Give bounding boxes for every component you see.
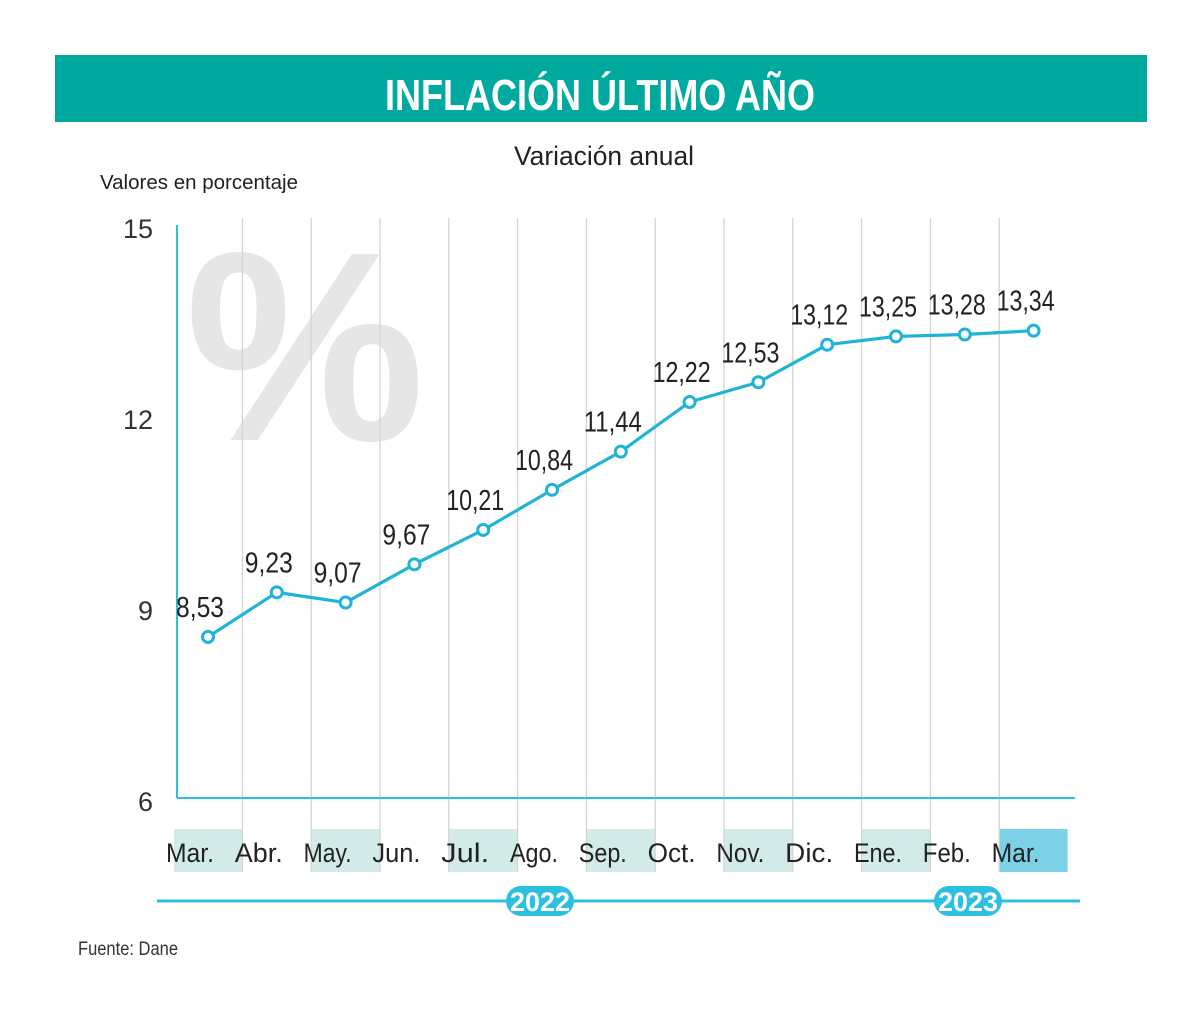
x-tick-label: Mar. <box>166 838 214 868</box>
data-label: 9,67 <box>382 519 430 551</box>
year-pill <box>506 886 574 916</box>
data-point <box>269 585 284 600</box>
data-label: 13,28 <box>928 290 986 322</box>
x-tick-label: Jul. <box>441 838 489 868</box>
chart-subtitle: Variación anual <box>514 141 694 171</box>
y-axis-ticks: 15 12 9 6 <box>123 214 153 817</box>
data-label: 8,53 <box>176 592 224 624</box>
y-tick-label: 6 <box>138 787 153 817</box>
data-point <box>407 557 422 572</box>
month-shade <box>311 829 380 872</box>
x-tick-label: Nov. <box>716 838 764 868</box>
data-point <box>338 595 353 610</box>
data-label: 13,34 <box>997 286 1055 318</box>
chart-axes <box>176 225 1075 799</box>
data-point <box>957 327 972 342</box>
data-point <box>682 394 697 409</box>
x-tick-label: Ago. <box>510 838 558 868</box>
data-label: 9,23 <box>245 547 293 579</box>
data-label: 10,21 <box>446 485 504 517</box>
data-point <box>201 629 215 644</box>
x-axis-labels: Mar. Abr. May. Jun. Jul. Ago. Sep. Oct. Nov. Dic.… <box>166 838 1040 868</box>
data-point <box>751 375 766 390</box>
month-shade <box>174 829 242 872</box>
data-point <box>889 329 903 344</box>
month-shade <box>999 829 1068 872</box>
x-tick-label: Abr. <box>235 838 283 868</box>
data-label: 12,53 <box>721 337 779 369</box>
x-tick-label: Oct. <box>648 838 696 868</box>
data-label: 12,22 <box>653 357 711 389</box>
year-timeline: 2022 2023 <box>157 886 1080 917</box>
year-label: 2022 <box>510 887 570 917</box>
month-shade <box>586 829 655 872</box>
data-label: 13,12 <box>790 300 848 332</box>
month-shade <box>449 829 518 872</box>
percent-watermark: % <box>185 197 425 498</box>
data-label: 10,84 <box>515 445 573 477</box>
data-series: 8,53 9,23 9,07 9,67 10,21 10,84 11,44 12,22 12,5… <box>176 286 1055 644</box>
month-shade <box>862 829 930 872</box>
data-label: 9,07 <box>314 558 362 590</box>
x-tick-label: May. <box>304 838 352 868</box>
y-tick-label: 12 <box>123 405 153 435</box>
chart-title: INFLACIÓN ÚLTIMO AÑO <box>385 70 815 120</box>
data-point <box>1026 323 1041 338</box>
month-shade <box>724 829 793 872</box>
x-tick-label: Sep. <box>579 838 627 868</box>
year-pill <box>934 886 1002 916</box>
data-label: 11,44 <box>584 407 642 439</box>
x-tick-label: Ene. <box>854 838 902 868</box>
data-point <box>613 444 628 459</box>
x-tick-label: Jun. <box>372 838 420 868</box>
source-note: Fuente: Dane <box>78 939 178 960</box>
x-tick-label: Feb. <box>923 838 971 868</box>
data-point <box>476 522 491 537</box>
month-label-shading <box>174 829 1068 872</box>
vertical-gridlines <box>241 218 1000 872</box>
data-point <box>820 337 835 352</box>
x-tick-label: Dic. <box>785 838 833 868</box>
year-label: 2023 <box>938 887 998 917</box>
y-axis-unit-label: Valores en porcentaje <box>100 172 298 194</box>
x-tick-label: Mar. <box>992 838 1040 868</box>
y-tick-label: 15 <box>123 214 153 244</box>
data-point <box>545 482 559 497</box>
y-tick-label: 9 <box>138 596 153 626</box>
data-label: 13,25 <box>859 291 917 323</box>
title-banner <box>55 55 1147 122</box>
